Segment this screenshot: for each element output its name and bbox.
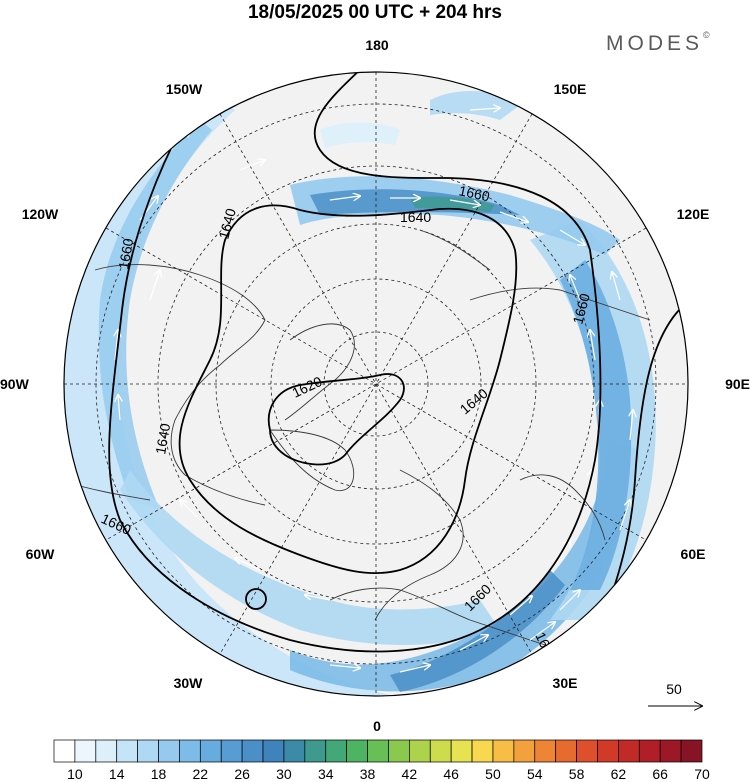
contour-label: 1660: [115, 237, 136, 271]
contour-label: 1640: [152, 422, 173, 456]
lon-label-180: 180: [365, 37, 389, 53]
colorbar-box: [597, 739, 619, 763]
colorbar-tick-label: 70: [694, 766, 710, 782]
modes-logo: MODES©: [606, 30, 710, 56]
lon-label-30w: 30W: [174, 675, 204, 691]
colorbar-box: [74, 739, 97, 763]
colorbar-box: [555, 739, 577, 763]
colorbar-tick-label: 22: [193, 766, 209, 782]
colorbar-tick-label: 18: [151, 766, 167, 782]
colorbar-box: [116, 739, 138, 763]
lon-label-30e: 30E: [553, 675, 578, 691]
colorbar-tick-label: 62: [611, 766, 627, 782]
colorbar-box: [262, 739, 285, 763]
contour-label: 1640: [400, 209, 431, 225]
colorbar-box: [179, 739, 201, 763]
colorbar-tick-label: 26: [234, 766, 250, 782]
colorbar-tick-label: 14: [109, 766, 125, 782]
colorbar-tick-label: 66: [652, 766, 668, 782]
logo-text: MODES: [606, 32, 704, 55]
colorbar-box: [199, 739, 222, 763]
contour-label: 1660: [457, 182, 491, 204]
colorbar-box: [618, 739, 640, 763]
lon-label-60e: 60E: [681, 546, 706, 562]
colorbar-box: [409, 739, 431, 763]
map-border: [63, 71, 689, 697]
colorbar-tick-label: 30: [276, 766, 292, 782]
colorbar-tick-label: 42: [402, 766, 418, 782]
colorbar-box: [513, 739, 536, 763]
contour-label: 1640: [215, 206, 239, 240]
colorbar-box: [534, 739, 557, 763]
colorbar-labels: 10 14 18 22 26 30 34 38 42 46 50 54 58 62 66 70: [67, 766, 710, 782]
colorbar-box: [471, 739, 494, 763]
colorbar-tick-label: 38: [360, 766, 376, 782]
lon-label-60w: 60W: [26, 546, 56, 562]
colorbar-tick-label: 54: [527, 766, 543, 782]
lon-label-150w: 150W: [166, 81, 203, 97]
colorbar-tick-label: 34: [318, 766, 334, 782]
colorbar-box: [325, 739, 347, 763]
lon-label-120e: 120E: [677, 206, 710, 222]
colorbar-box: [450, 739, 473, 763]
colorbar-box: [367, 739, 389, 763]
colorbar-box: [158, 739, 180, 763]
reference-vector: 50: [648, 681, 702, 706]
colorbar-tick-label: 10: [67, 766, 83, 782]
colorbar-box: [346, 739, 368, 763]
colorbar-box: [492, 739, 515, 763]
colorbar-box: [137, 739, 159, 763]
lon-label-120w: 120W: [22, 206, 59, 222]
colorbar-tick-label: 50: [485, 766, 501, 782]
colorbar-box: [429, 739, 452, 763]
colorbar: 10 14 18 22 26 30 34 38 42 46 50 54 58 62 66 70: [53, 739, 710, 782]
colorbar-box: [576, 739, 598, 763]
colorbar-box: [304, 739, 327, 763]
colorbar-box: [638, 739, 661, 763]
map-disk: 1660 1640 1660 1640 1660 1620 1640 1640 …: [64, 72, 688, 696]
colorbar-tick-label: 58: [569, 766, 585, 782]
coastlines: [64, 229, 651, 651]
colorbar-boxes: [53, 739, 703, 763]
map-title: 18/05/2025 00 UTC + 204 hrs: [247, 2, 503, 23]
colorbar-box: [388, 739, 410, 763]
lon-label-90e: 90E: [725, 376, 750, 392]
colorbar-box: [659, 739, 682, 763]
colorbar-tick-label: 46: [443, 766, 459, 782]
reference-vector-label: 50: [666, 681, 682, 697]
longitude-labels: 180 0 90W 90E 150W 120W 150E 120E 60W 30…: [0, 37, 750, 734]
colorbar-box: [680, 739, 703, 763]
logo-copyright: ©: [703, 30, 710, 40]
contour-label: 1660: [569, 291, 593, 325]
lon-label-150e: 150E: [554, 81, 587, 97]
colorbar-box: [95, 739, 118, 763]
colorbar-box: [241, 739, 264, 763]
lon-label-0: 0: [373, 718, 381, 734]
colorbar-box: [53, 739, 76, 763]
colorbar-box: [220, 739, 243, 763]
colorbar-box: [283, 739, 306, 763]
lon-label-90w: 90W: [0, 376, 30, 392]
